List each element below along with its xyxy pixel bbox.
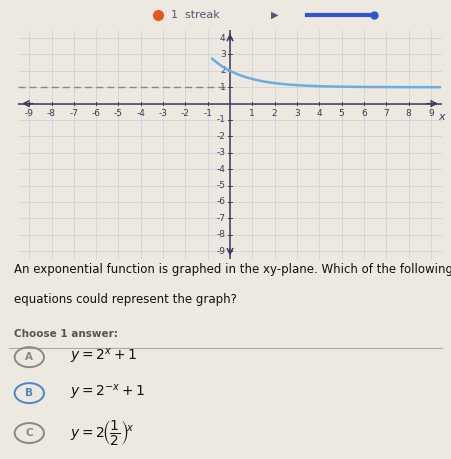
Text: 1: 1 <box>220 83 226 92</box>
Text: $y = 2^{x} + 1$: $y = 2^{x} + 1$ <box>70 347 137 366</box>
Text: -4: -4 <box>136 109 145 118</box>
Text: -7: -7 <box>69 109 78 118</box>
Text: -1: -1 <box>203 109 212 118</box>
Text: -3: -3 <box>216 148 226 157</box>
Text: -2: -2 <box>181 109 190 118</box>
Text: -6: -6 <box>92 109 101 118</box>
Text: A: A <box>25 352 33 362</box>
Text: 4: 4 <box>317 109 322 118</box>
Text: -1: -1 <box>216 116 226 124</box>
Text: ▶: ▶ <box>271 10 278 20</box>
Text: 6: 6 <box>361 109 367 118</box>
Text: $y = 2\!\left(\dfrac{1}{2}\right)^{\!x}$: $y = 2\!\left(\dfrac{1}{2}\right)^{\!x}$ <box>70 418 134 447</box>
Text: 2: 2 <box>272 109 277 118</box>
Text: Choose 1 answer:: Choose 1 answer: <box>14 329 117 339</box>
Text: 4: 4 <box>220 34 226 43</box>
Text: -3: -3 <box>159 109 168 118</box>
Text: An exponential function is graphed in the xy-plane. Which of the following: An exponential function is graphed in th… <box>14 263 451 276</box>
Text: B: B <box>25 388 33 398</box>
Text: 3: 3 <box>220 50 226 59</box>
Text: 1  streak: 1 streak <box>171 10 220 20</box>
Text: 9: 9 <box>428 109 434 118</box>
Text: -7: -7 <box>216 214 226 223</box>
Text: C: C <box>26 428 33 438</box>
Text: -5: -5 <box>216 181 226 190</box>
Text: 5: 5 <box>339 109 345 118</box>
Text: $y = 2^{-x} + 1$: $y = 2^{-x} + 1$ <box>70 383 145 402</box>
Text: -6: -6 <box>216 197 226 207</box>
Text: -8: -8 <box>47 109 56 118</box>
Text: -9: -9 <box>25 109 34 118</box>
Text: 1: 1 <box>249 109 255 118</box>
Text: 2: 2 <box>220 66 226 75</box>
Text: equations could represent the graph?: equations could represent the graph? <box>14 293 236 306</box>
Text: -4: -4 <box>216 165 226 174</box>
Text: 7: 7 <box>383 109 389 118</box>
Text: x: x <box>439 112 445 122</box>
Text: -9: -9 <box>216 246 226 256</box>
Text: 8: 8 <box>405 109 411 118</box>
Text: 3: 3 <box>294 109 300 118</box>
Text: -8: -8 <box>216 230 226 239</box>
Text: -5: -5 <box>114 109 123 118</box>
Text: -2: -2 <box>216 132 226 141</box>
